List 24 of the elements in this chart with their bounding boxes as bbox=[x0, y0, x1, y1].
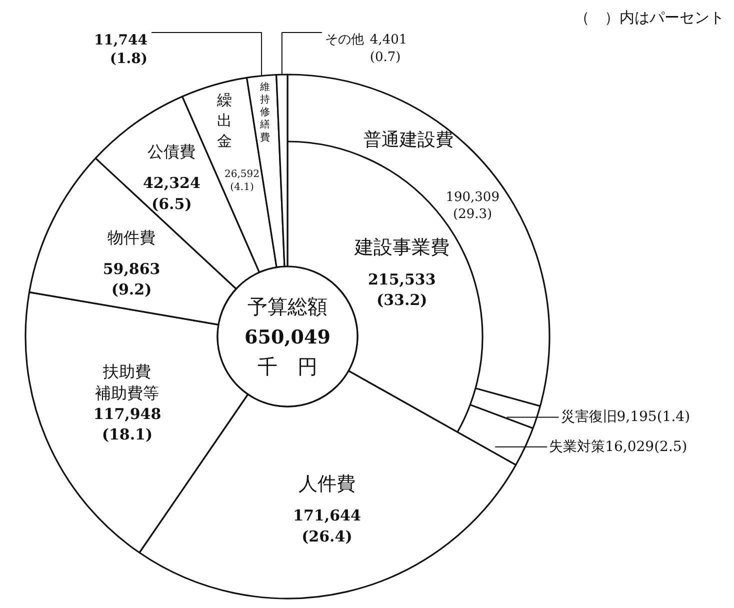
slice-label: 人件費 bbox=[298, 472, 356, 495]
data-label: 42,324 (6.5) bbox=[142, 174, 200, 213]
data-label: 215,533 (33.2) bbox=[368, 270, 436, 309]
slice-label: 扶助費補助費等 bbox=[95, 362, 160, 403]
slice-label: その他 bbox=[324, 32, 364, 48]
data-label: 59,863 (9.2) bbox=[102, 260, 160, 299]
data-label: 11,744 (1.8) bbox=[94, 32, 148, 67]
category-label: 普通建設費 bbox=[363, 130, 454, 151]
data-label: 117,948 (18.1) bbox=[93, 404, 162, 444]
slice-label: 維持修繕費 bbox=[259, 80, 270, 144]
category-label: 災害復旧 bbox=[560, 409, 617, 426]
data-label: 26,592 (4.1) bbox=[224, 169, 260, 193]
text: 予算総額 650,049 千 円 bbox=[244, 294, 330, 378]
data-label: 16,029(2.5) bbox=[605, 438, 688, 455]
slice-label: 公債費 bbox=[148, 142, 196, 161]
data-label: 171,644 (26.4) bbox=[293, 506, 361, 546]
slice-label: 建設事業費 bbox=[353, 236, 450, 259]
data-label: 4,401 (0.7) bbox=[370, 32, 408, 65]
text: （ ）内はパーセント bbox=[574, 8, 724, 26]
category-label: 失業対策 bbox=[549, 438, 606, 455]
data-label: 9,195(1.4) bbox=[616, 409, 690, 426]
data-label: 190,309 (29.3) bbox=[446, 190, 500, 222]
slice-label: 物件費 bbox=[108, 228, 156, 247]
slice-label: 繰出金 bbox=[216, 90, 232, 150]
